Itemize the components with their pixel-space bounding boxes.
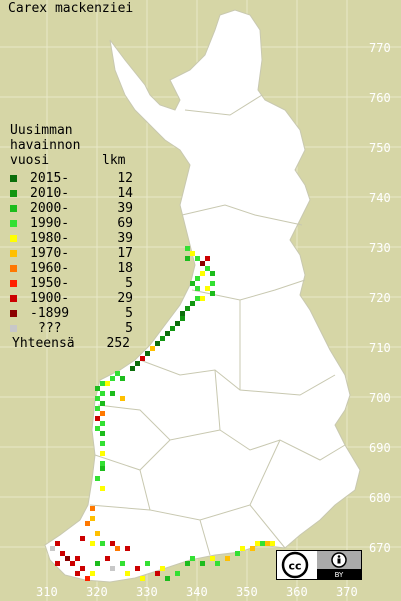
legend-label: -1899 [30, 306, 70, 321]
legend-total-count: 252 [106, 336, 130, 351]
y-tick-label: 670 [369, 541, 391, 555]
legend-col-count: lkm [102, 153, 126, 168]
license-text: BY [335, 571, 344, 579]
legend-label: ??? [38, 321, 62, 336]
legend-swatch [10, 190, 17, 197]
y-tick-label: 700 [369, 391, 391, 405]
legend-row: -1899 5 [8, 306, 133, 321]
legend-count: 14 [117, 186, 133, 201]
y-tick-label: 750 [369, 141, 391, 155]
legend-swatch [10, 235, 17, 242]
y-tick-label: 690 [369, 441, 391, 455]
legend-swatch [10, 250, 17, 257]
legend-count: 18 [117, 261, 133, 276]
cc-by-license-badge[interactable]: cc BY [276, 550, 362, 580]
legend-col-year: vuosi [10, 153, 50, 168]
legend-count: 5 [125, 321, 133, 336]
x-tick-label: 360 [286, 585, 308, 599]
legend-row: 1900- 29 [8, 291, 133, 306]
legend-count: 5 [125, 276, 133, 291]
legend-count: 17 [117, 246, 133, 261]
legend-swatch [10, 295, 17, 302]
svg-text:cc: cc [288, 560, 301, 573]
x-tick-label: 310 [36, 585, 58, 599]
legend-count: 39 [117, 201, 133, 216]
legend-label: 1980- [30, 231, 70, 246]
legend-row: 2000- 39 [8, 201, 133, 216]
legend-row: 2010- 14 [8, 186, 133, 201]
cc-by-icon: cc BY [277, 551, 361, 579]
y-tick-label: 720 [369, 291, 391, 305]
legend-count: 39 [117, 231, 133, 246]
legend-count: 5 [125, 306, 133, 321]
x-tick-label: 340 [186, 585, 208, 599]
legend-swatch [10, 205, 17, 212]
legend-count: 69 [117, 216, 133, 231]
x-tick-label: 320 [86, 585, 108, 599]
y-tick-label: 770 [369, 41, 391, 55]
legend-label: 2000- [30, 201, 70, 216]
x-tick-label: 330 [136, 585, 158, 599]
legend-swatch [10, 265, 17, 272]
legend-row: 1950- 5 [8, 276, 133, 291]
y-tick-label: 730 [369, 241, 391, 255]
legend-count: 29 [117, 291, 133, 306]
legend-row: 1960- 18 [8, 261, 133, 276]
legend-row: 1970- 17 [8, 246, 133, 261]
legend-row: ??? 5 [8, 321, 133, 336]
legend-swatch [10, 280, 17, 287]
legend-total: Yhteensä 252 [12, 336, 130, 351]
y-tick-label: 740 [369, 191, 391, 205]
observation-squares [50, 246, 275, 581]
legend-swatch [10, 175, 17, 182]
legend-swatch [10, 310, 17, 317]
legend-swatch [10, 220, 17, 227]
legend-row: 2015- 12 [8, 171, 133, 186]
x-tick-label: 350 [236, 585, 258, 599]
legend-total-label: Yhteensä [12, 336, 75, 351]
legend-label: 1990- [30, 216, 70, 231]
legend-label: 1960- [30, 261, 70, 276]
legend-row: 1990- 69 [8, 216, 133, 231]
legend-row: 1980- 39 [8, 231, 133, 246]
legend-label: 1900- [30, 291, 70, 306]
legend-label: 1970- [30, 246, 70, 261]
legend-swatch [10, 325, 17, 332]
legend-label: 2015- [30, 171, 70, 186]
x-tick-label: 370 [336, 585, 358, 599]
y-tick-label: 760 [369, 91, 391, 105]
legend-label: 1950- [30, 276, 70, 291]
legend-count: 12 [117, 171, 133, 186]
y-tick-label: 680 [369, 491, 391, 505]
province-borders [89, 94, 346, 556]
legend-heading-line2: havainnon [10, 138, 81, 153]
map-title: Carex mackenziei [8, 1, 134, 16]
y-tick-label: 710 [369, 341, 391, 355]
legend-label: 2010- [30, 186, 70, 201]
legend-heading-line1: Uusimman [10, 123, 73, 138]
